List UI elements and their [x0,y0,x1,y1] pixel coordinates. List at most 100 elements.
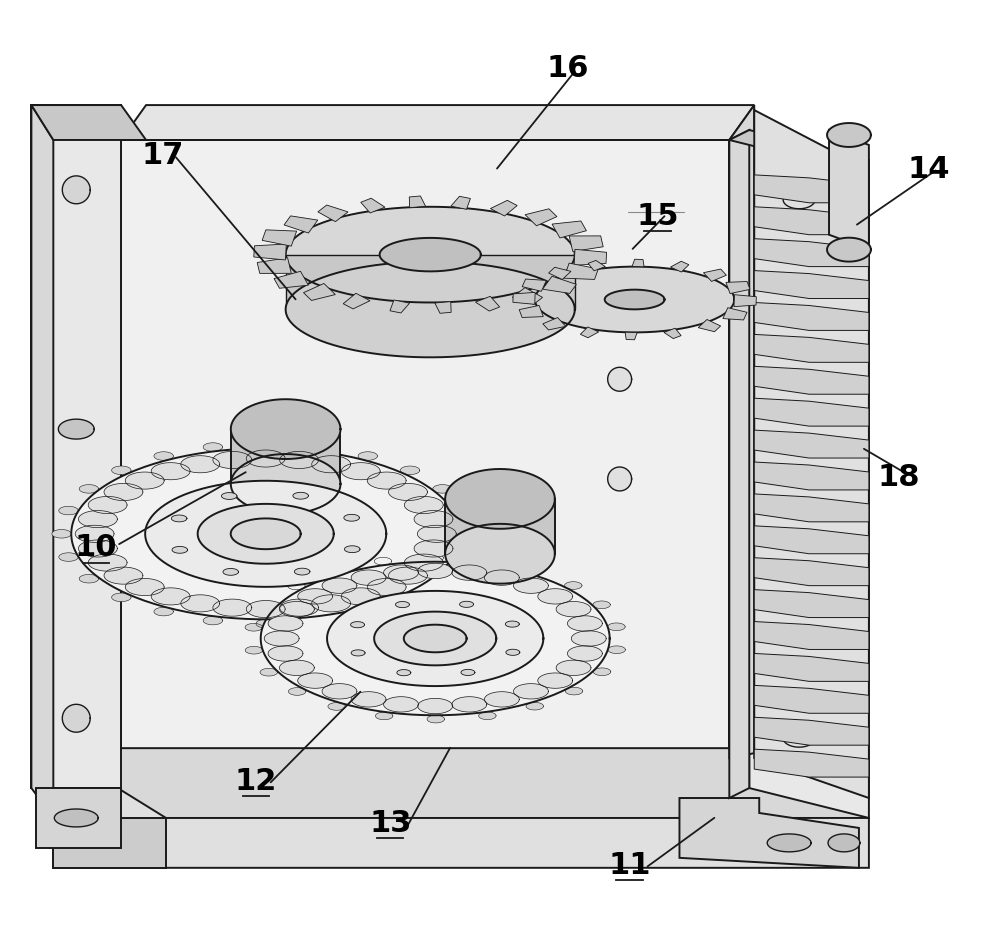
Polygon shape [749,131,869,818]
Polygon shape [121,106,754,140]
Polygon shape [125,473,164,490]
Polygon shape [754,271,869,300]
Polygon shape [479,712,496,720]
Polygon shape [257,258,291,274]
Polygon shape [88,497,127,514]
Polygon shape [78,511,117,528]
Polygon shape [460,530,480,538]
Polygon shape [344,547,360,553]
Polygon shape [556,602,591,617]
Polygon shape [513,578,548,593]
Text: 13: 13 [369,808,412,837]
Polygon shape [280,599,319,617]
Polygon shape [453,553,473,562]
Polygon shape [414,511,453,528]
Polygon shape [31,106,121,788]
Polygon shape [400,593,420,602]
Polygon shape [565,582,582,590]
Polygon shape [327,567,344,575]
Polygon shape [88,554,127,572]
Polygon shape [538,673,573,689]
Polygon shape [526,703,543,710]
Polygon shape [344,515,359,521]
Polygon shape [506,650,520,655]
Polygon shape [679,798,859,868]
Polygon shape [433,575,452,583]
Polygon shape [404,554,443,572]
Polygon shape [274,272,308,289]
Polygon shape [288,582,305,590]
Polygon shape [151,463,190,480]
Polygon shape [426,554,443,563]
Polygon shape [154,452,173,461]
Polygon shape [322,684,357,699]
Polygon shape [361,199,385,213]
Polygon shape [505,622,519,627]
Text: 10: 10 [75,533,117,562]
Polygon shape [625,333,637,341]
Polygon shape [203,617,223,625]
Polygon shape [367,578,406,596]
Polygon shape [358,452,377,461]
Polygon shape [53,749,869,868]
Polygon shape [703,270,726,282]
Polygon shape [451,197,470,210]
Polygon shape [726,283,750,294]
Polygon shape [593,601,610,609]
Polygon shape [286,262,575,358]
Polygon shape [213,599,252,617]
Polygon shape [231,430,340,485]
Polygon shape [256,620,275,628]
Polygon shape [461,669,475,676]
Text: 14: 14 [907,154,950,183]
Polygon shape [395,602,409,608]
Polygon shape [754,208,869,236]
Polygon shape [298,673,333,689]
Polygon shape [828,834,860,852]
Polygon shape [104,484,143,501]
Polygon shape [829,131,869,251]
Polygon shape [522,280,546,292]
Polygon shape [418,563,453,579]
Polygon shape [414,540,453,558]
Polygon shape [452,565,487,580]
Polygon shape [519,306,543,318]
Polygon shape [754,750,869,777]
Polygon shape [754,526,869,554]
Polygon shape [734,296,756,307]
Polygon shape [172,547,188,554]
Polygon shape [203,444,223,452]
Polygon shape [664,329,681,339]
Polygon shape [452,697,487,712]
Polygon shape [79,485,99,493]
Polygon shape [549,268,571,280]
Polygon shape [309,444,328,452]
Polygon shape [31,106,146,140]
Polygon shape [571,631,606,647]
Polygon shape [754,494,869,522]
Polygon shape [261,563,610,715]
Polygon shape [75,526,114,543]
Polygon shape [567,616,602,632]
Polygon shape [231,519,301,549]
Polygon shape [380,239,481,272]
Polygon shape [343,294,370,310]
Polygon shape [312,456,351,474]
Polygon shape [59,506,78,516]
Polygon shape [358,607,377,616]
Polygon shape [303,285,335,301]
Polygon shape [268,646,303,662]
Polygon shape [827,239,871,262]
Polygon shape [341,588,380,606]
Polygon shape [62,177,90,205]
Polygon shape [588,261,605,271]
Polygon shape [121,140,729,758]
Polygon shape [698,320,721,332]
Polygon shape [433,485,452,493]
Polygon shape [351,570,386,586]
Polygon shape [374,558,392,565]
Polygon shape [565,688,583,695]
Polygon shape [435,302,451,314]
Polygon shape [478,558,495,565]
Polygon shape [608,368,632,392]
